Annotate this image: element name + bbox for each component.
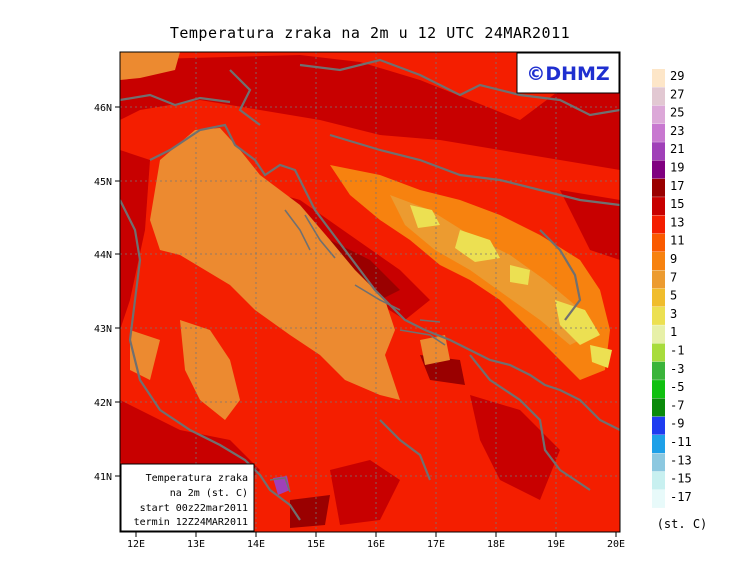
lon-label: 19E: [547, 539, 565, 550]
temperature-field: [120, 52, 620, 532]
info-line: termin 12Z24MAR2011: [134, 517, 248, 528]
legend-swatch: [652, 306, 665, 325]
islands: [269, 209, 446, 493]
dhmz-logo: ©DHMZ: [516, 52, 620, 94]
legend-swatch: [652, 325, 665, 344]
lat-label: 45N: [94, 177, 112, 188]
legend-swatch: [652, 197, 665, 216]
info-line: Temperatura zraka: [146, 473, 248, 484]
legend-swatch: [652, 142, 665, 161]
info-box: Temperatura zraka na 2m (st. C) start 00…: [120, 463, 255, 532]
map-title: Temperatura zraka na 2m u 12 UTC 24MAR20…: [169, 24, 571, 42]
legend-swatch: [652, 343, 665, 362]
legend-swatch: [652, 178, 665, 197]
lon-label: 12E: [127, 539, 145, 550]
legend-label: -5: [670, 380, 684, 394]
lat-label: 42N: [94, 398, 112, 409]
lon-label: 20E: [607, 539, 625, 550]
dinaric-highlands: [330, 165, 610, 380]
lat-label: 46N: [94, 103, 112, 114]
lon-label: 16E: [367, 539, 385, 550]
legend-swatch: [652, 160, 665, 179]
legend-label: -1: [670, 344, 684, 358]
map-frame: [119, 51, 621, 533]
axis-ticks: [115, 106, 617, 537]
highlands-inner: [390, 195, 590, 345]
legend-swatch: [652, 361, 665, 380]
legend-label: 23: [670, 124, 684, 138]
legend-swatch: [652, 123, 665, 142]
legend-label: 25: [670, 106, 684, 120]
legend-label: 21: [670, 142, 684, 156]
sea-south: [180, 320, 240, 420]
highland-cold-spots: [410, 205, 612, 368]
sea-north: [120, 52, 180, 80]
lat-label: 41N: [94, 472, 112, 483]
legend-swatch: [652, 398, 665, 417]
info-line: start 00z22mar2011: [140, 503, 248, 514]
legend-label: -9: [670, 417, 684, 431]
legend-label: 11: [670, 234, 684, 248]
legend-label: -11: [670, 435, 692, 449]
lon-labels: 12E 13E 14E 15E 16E 17E 18E 19E 20E: [127, 539, 625, 550]
legend-label: 19: [670, 161, 684, 175]
legend-swatch: [652, 380, 665, 399]
legend-label: -17: [670, 490, 692, 504]
legend-swatch: [652, 105, 665, 124]
legend-unit: (st. C): [657, 517, 708, 531]
legend-swatch: [652, 87, 665, 106]
lon-label: 15E: [307, 539, 325, 550]
legend-label: 15: [670, 197, 684, 211]
legend-label: 27: [670, 87, 684, 101]
legend-swatch: [652, 288, 665, 307]
legend-label: -7: [670, 398, 684, 412]
legend-label: 17: [670, 179, 684, 193]
legend-label: 7: [670, 270, 677, 284]
lon-label: 13E: [187, 539, 205, 550]
legend-swatch: [652, 69, 665, 87]
legend-swatch: [652, 471, 665, 490]
legend-swatch: [652, 270, 665, 289]
lon-label: 18E: [487, 539, 505, 550]
legend-label: 9: [670, 252, 677, 266]
coastlines: [120, 58, 620, 521]
legend-label: -3: [670, 362, 684, 376]
grid-lines: [120, 52, 620, 532]
lat-label: 44N: [94, 250, 112, 261]
legend-label: 1: [670, 325, 677, 339]
lon-label: 17E: [427, 539, 445, 550]
lon-label: 14E: [247, 539, 265, 550]
legend-swatch: [652, 233, 665, 252]
legend-swatch: [652, 416, 665, 435]
info-line: na 2m (st. C): [170, 488, 248, 499]
legend-label: 29: [670, 69, 684, 83]
legend-label: -13: [670, 453, 692, 467]
legend-swatch: [652, 453, 665, 472]
legend-swatch: [652, 215, 665, 234]
lat-labels: 41N 42N 43N 44N 45N 46N: [94, 103, 112, 483]
legend-label: 3: [670, 307, 677, 321]
adriatic-sea: [150, 128, 400, 400]
legend-label: 5: [670, 289, 677, 303]
legend-swatch: [652, 252, 665, 270]
legend-swatch: [652, 435, 665, 453]
legend-label: -15: [670, 472, 692, 486]
lat-label: 43N: [94, 324, 112, 335]
logo-text: ©DHMZ: [526, 63, 609, 85]
legend-swatch: [652, 489, 665, 508]
legend-label: 13: [670, 215, 684, 229]
